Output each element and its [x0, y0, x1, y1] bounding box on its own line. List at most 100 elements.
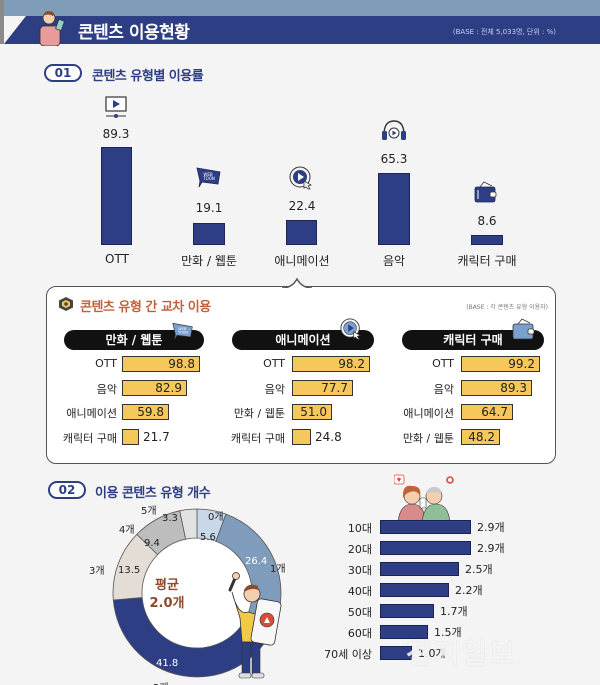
bar-value-webtoon: 19.1 [195, 201, 223, 215]
section-number-01: 01 [44, 64, 82, 82]
age-label-20s: 20대 [347, 543, 372, 556]
bar-label-webtoon: 만화 / 웹툰 [181, 254, 237, 268]
couple-illustration [394, 474, 454, 522]
cross-bar [122, 429, 139, 445]
cross-value: 24.8 [315, 430, 342, 444]
cross-bar: 77.7 [292, 380, 353, 396]
cross-bar: 48.2 [461, 429, 500, 445]
donut-value-3: 13.5 [118, 565, 141, 576]
age-label-70plus: 70세 이상 [324, 648, 372, 661]
cross-value: 21.7 [143, 430, 170, 444]
webtoon-icon: WEB TOON [172, 322, 193, 340]
bar-webtoon [193, 223, 225, 245]
bar-value-animation: 22.4 [288, 199, 316, 213]
cross-label: 만화 / 웹툰 [402, 432, 454, 445]
age-value-10s: 2.9개 [477, 521, 505, 534]
age-value-30s: 2.5개 [465, 563, 493, 576]
age-value-50s: 1.7개 [440, 605, 468, 618]
donut-value-2: 41.8 [156, 658, 179, 669]
age-value-70plus: 1.0개 [418, 647, 446, 660]
age-bar-70plus [380, 646, 412, 660]
donut-label-3: 3개 [89, 566, 105, 577]
donut-value-4: 9.4 [144, 538, 160, 549]
bar-label-ott: OTT [105, 252, 129, 266]
cross-label: 음악 [433, 383, 454, 396]
cross-label: 캐릭터 구매 [230, 432, 285, 445]
cross-base-note: (BASE : 각 콘텐츠 유형 이용자) [466, 304, 548, 311]
cross-label: 음악 [264, 383, 285, 396]
age-value-60s: 1.5개 [434, 626, 462, 639]
person-phone-icon [39, 11, 65, 46]
age-bar-40s [380, 583, 449, 597]
left-strip [0, 0, 4, 44]
cube-icon [59, 297, 73, 311]
cross-label: 만화 / 웹툰 [233, 407, 285, 420]
wallet-icon [512, 318, 535, 340]
bar-music [378, 173, 410, 245]
donut-label-5: 5개 [141, 506, 157, 517]
age-value-40s: 2.2개 [455, 584, 483, 597]
age-label-50s: 50대 [347, 606, 372, 619]
donut-label-2: 2개 [153, 679, 169, 685]
svg-text:TOON: TOON [202, 176, 215, 181]
cross-bar: 89.3 [461, 380, 532, 396]
section-title-type-count: 이용 콘텐츠 유형 개수 [95, 486, 211, 501]
cross-bar: 59.8 [122, 404, 169, 420]
donut-label-4: 4개 [119, 525, 135, 536]
donut-value-1: 26.4 [245, 556, 268, 567]
cross-bar [292, 429, 311, 445]
animation-icon [340, 318, 362, 340]
bar-label-animation: 애니메이션 [274, 254, 330, 268]
music-headphones-icon [382, 120, 406, 140]
bar-character [471, 235, 503, 245]
base-note: (BASE : 전체 5,033명, 단위 : %) [452, 28, 556, 36]
donut-value-0: 5.6 [200, 532, 216, 543]
bar-ott [101, 147, 132, 245]
age-label-10s: 10대 [347, 522, 372, 535]
svg-text:TOON: TOON [177, 331, 188, 335]
callout-notch [282, 277, 312, 289]
bar-value-music: 65.3 [380, 152, 408, 166]
bar-label-music: 음악 [382, 254, 406, 268]
age-label-40s: 40대 [347, 585, 372, 598]
bar-label-character: 캐릭터 구매 [457, 254, 517, 268]
age-value-20s: 2.9개 [477, 542, 505, 555]
bar-value-character: 8.6 [477, 214, 497, 228]
cross-bar: 82.9 [122, 380, 187, 396]
cross-bar: 51.0 [292, 404, 332, 420]
cross-label: 애니메이션 [66, 407, 117, 420]
cross-usage-title: 콘텐츠 유형 간 교차 이용 [80, 300, 211, 315]
wallet-icon [474, 181, 497, 203]
donut-value-5: 3.3 [162, 513, 178, 524]
ott-icon [105, 96, 127, 118]
age-bar-20s [380, 541, 471, 555]
section-number-02: 02 [48, 481, 86, 499]
donut-center-label: 평균 [155, 578, 179, 593]
cross-label: OTT [95, 357, 117, 370]
group-pill-webtoon: 만화 / 웹툰 [64, 330, 204, 350]
age-bar-60s [380, 625, 428, 639]
man-with-phone-illustration [228, 572, 282, 679]
cross-label: 캐릭터 구매 [62, 432, 117, 445]
cross-label: OTT [263, 357, 285, 370]
cross-bar: 64.7 [461, 404, 513, 420]
donut-center-value: 2.0개 [149, 596, 185, 611]
webtoon-icon: WEB TOON [196, 167, 221, 188]
svg-text:WEB: WEB [203, 172, 212, 177]
cross-label: 음악 [96, 383, 117, 396]
age-bar-10s [380, 520, 471, 534]
page-title: 콘텐츠 이용현황 [78, 23, 190, 43]
age-label-30s: 30대 [347, 564, 372, 577]
top-strip [0, 0, 600, 16]
watermark: 천지일보 [406, 637, 518, 670]
animation-icon [289, 166, 312, 190]
section-title-usage-rate: 콘텐츠 유형별 이용률 [92, 69, 204, 84]
cross-label: OTT [432, 357, 454, 370]
cross-label: 애니메이션 [403, 407, 454, 420]
group-pill-character: 캐릭터 구매 [402, 330, 544, 350]
age-label-60s: 60대 [347, 627, 372, 640]
cross-bar: 98.2 [292, 356, 370, 372]
cross-bar: 99.2 [461, 356, 540, 372]
donut-label-1: 1개 [270, 564, 286, 575]
svg-text:WEB: WEB [178, 327, 186, 331]
